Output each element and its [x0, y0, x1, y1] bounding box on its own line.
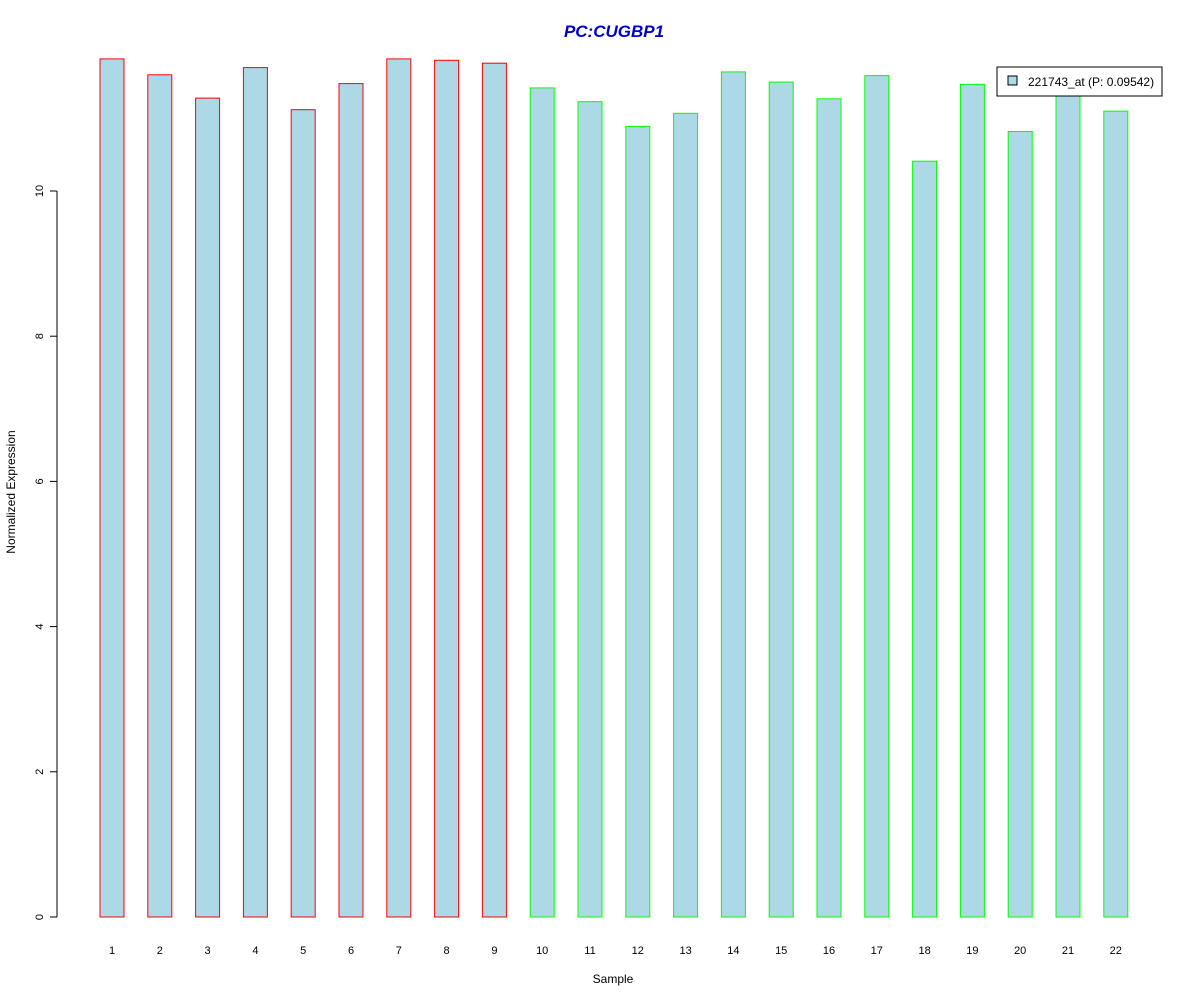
bar-sample-11 [577, 101, 603, 918]
chart-title: PC:CUGBP1 [564, 22, 664, 41]
bar-sample-1 [99, 58, 125, 918]
x-tick-label: 22 [1110, 945, 1122, 957]
y-ticks: 0 2 4 6 8 10 [34, 185, 57, 920]
bar-sample-17 [864, 75, 890, 918]
y-tick-label: 0 [34, 914, 46, 920]
y-tick-label: 8 [34, 333, 46, 339]
bar-sample-3 [195, 97, 221, 918]
x-tick-labels: 1 2 3 4 5 6 7 8 9 10 11 12 13 14 15 16 17 18 19 20 21 22 [109, 945, 1122, 957]
y-tick-label: 2 [34, 769, 46, 775]
legend-box [996, 66, 1163, 97]
y-tick-label: 10 [34, 185, 46, 197]
x-tick-label: 19 [966, 945, 978, 957]
x-axis-label: Sample [593, 972, 634, 986]
bar-sample-16 [816, 98, 842, 918]
x-tick-label: 14 [727, 945, 739, 957]
x-tick-label: 2 [157, 945, 163, 957]
bar-sample-15 [768, 81, 794, 918]
x-tick-label: 15 [775, 945, 787, 957]
bar-sample-6 [338, 83, 364, 918]
bar-sample-19 [959, 83, 985, 918]
bar-sample-22 [1103, 110, 1129, 918]
legend-swatch [1007, 75, 1018, 86]
bar-sample-20 [1007, 131, 1033, 918]
bars [99, 58, 1129, 918]
bar-sample-18 [912, 160, 938, 918]
bar-sample-21 [1055, 92, 1081, 918]
legend: 221743_at (P: 0.09542) [996, 66, 1163, 97]
y-tick-label: 4 [34, 624, 46, 630]
x-tick-label: 8 [444, 945, 450, 957]
bar-sample-10 [529, 87, 555, 918]
x-tick-label: 7 [396, 945, 402, 957]
x-tick-label: 6 [348, 945, 354, 957]
x-tick-label: 3 [205, 945, 211, 957]
x-tick-label: 20 [1014, 945, 1026, 957]
y-axis-label: Normalized Expression [4, 430, 18, 553]
x-tick-label: 21 [1062, 945, 1074, 957]
bar-sample-2 [147, 74, 173, 918]
bar-sample-7 [386, 58, 412, 918]
y-tick-label: 6 [34, 478, 46, 484]
x-tick-label: 9 [491, 945, 497, 957]
bar-sample-8 [434, 59, 460, 918]
bar-sample-13 [673, 112, 699, 918]
bar-sample-14 [720, 71, 746, 918]
bar-sample-4 [242, 67, 268, 918]
legend-entry-label: 221743_at (P: 0.09542) [1028, 75, 1154, 89]
x-tick-label: 4 [252, 945, 258, 957]
bar-sample-5 [290, 109, 316, 918]
x-tick-label: 17 [871, 945, 883, 957]
x-tick-label: 18 [918, 945, 930, 957]
bar-sample-12 [625, 125, 651, 918]
x-tick-label: 12 [632, 945, 644, 957]
bar-sample-9 [481, 62, 507, 918]
x-tick-label: 10 [536, 945, 548, 957]
x-tick-label: 16 [823, 945, 835, 957]
x-tick-label: 1 [109, 945, 115, 957]
x-tick-label: 11 [584, 945, 595, 957]
x-tick-label: 13 [679, 945, 691, 957]
x-tick-label: 5 [300, 945, 306, 957]
